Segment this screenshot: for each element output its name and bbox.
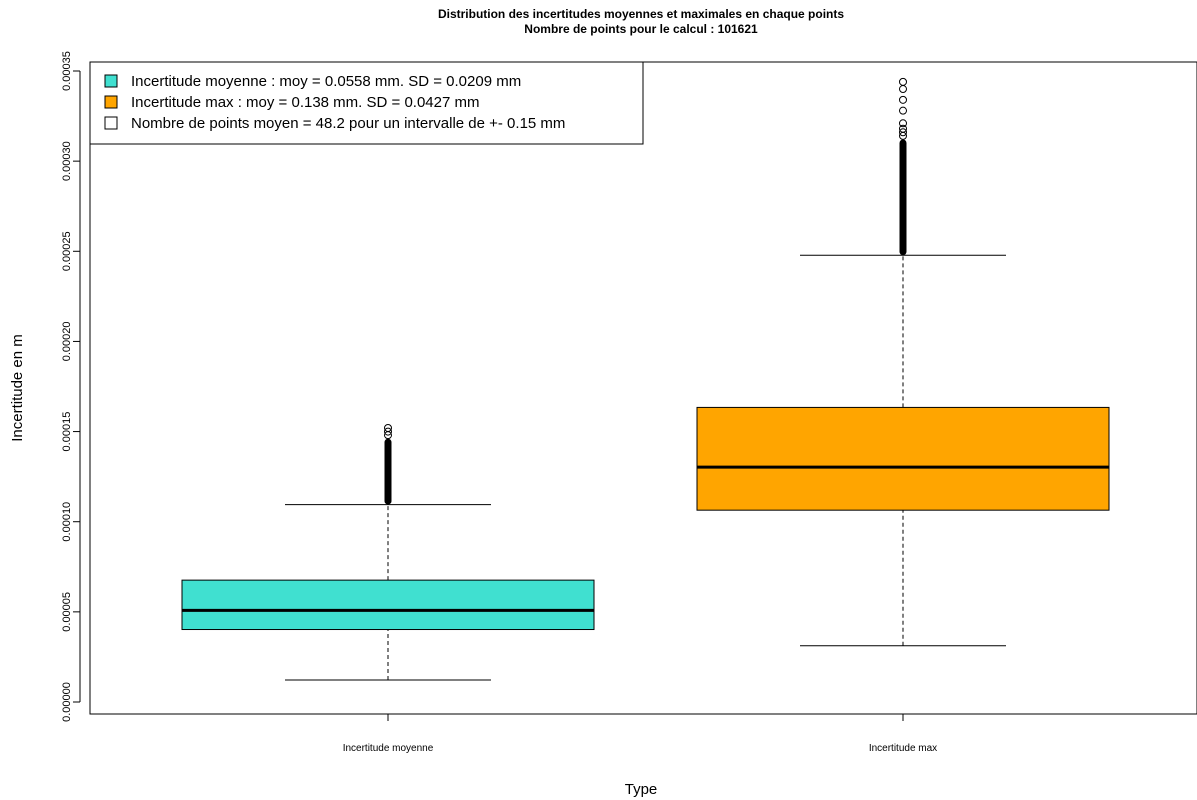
legend-box xyxy=(89,61,644,145)
outlier-point xyxy=(899,128,907,137)
outlier-point xyxy=(899,85,907,94)
y-tick-label: 0.00005 xyxy=(61,592,73,632)
x-axis-label: Type xyxy=(625,781,658,798)
x-tick-label: Incertitude moyenne xyxy=(343,743,434,754)
outlier-point xyxy=(899,77,907,86)
legend-label: Incertitude moyenne : moy = 0.0558 mm. S… xyxy=(131,73,521,90)
outlier-band xyxy=(384,438,392,505)
legend-label: Nombre de points moyen = 48.2 pour un in… xyxy=(131,115,565,132)
outlier-point xyxy=(384,427,392,436)
x-tick-label: Incertitude max xyxy=(869,743,937,754)
x-axis: Incertitude moyenne Incertitude max xyxy=(343,713,937,754)
y-tick-label: 0.00035 xyxy=(61,51,73,91)
legend-label: Incertitude max : moy = 0.138 mm. SD = 0… xyxy=(131,94,479,111)
y-tick-label: 0.00030 xyxy=(61,141,73,181)
outlier-point xyxy=(384,423,392,432)
chart-subtitle: Nombre de points pour le calcul : 101621 xyxy=(524,22,758,36)
y-tick-label: 0.00010 xyxy=(61,502,73,542)
outlier-point xyxy=(899,95,907,104)
boxes xyxy=(181,77,1110,681)
legend-swatch xyxy=(104,74,118,88)
y-axis: 0.00000 0.00005 0.00010 0.00015 0.00020 0.000… xyxy=(61,51,81,722)
chart-title: Distribution des incertitudes moyennes e… xyxy=(438,7,844,21)
outlier-band xyxy=(899,139,907,256)
y-tick-label: 0.00000 xyxy=(61,682,73,722)
y-tick-label: 0.00015 xyxy=(61,412,73,452)
outlier-point xyxy=(899,124,907,133)
y-tick-label: 0.00020 xyxy=(61,322,73,362)
outlier-point xyxy=(899,119,907,128)
outlier-point xyxy=(899,106,907,115)
legend-swatch xyxy=(104,95,118,109)
box-iqr xyxy=(181,579,595,631)
box-group xyxy=(181,423,595,681)
y-tick-label: 0.00025 xyxy=(61,231,73,271)
box-group xyxy=(696,77,1110,647)
legend-swatch xyxy=(104,116,118,130)
box-iqr xyxy=(696,406,1110,511)
y-axis-label: Incertitude en m xyxy=(9,334,26,442)
legend: Incertitude moyenne : moy = 0.0558 mm. S… xyxy=(89,61,644,145)
